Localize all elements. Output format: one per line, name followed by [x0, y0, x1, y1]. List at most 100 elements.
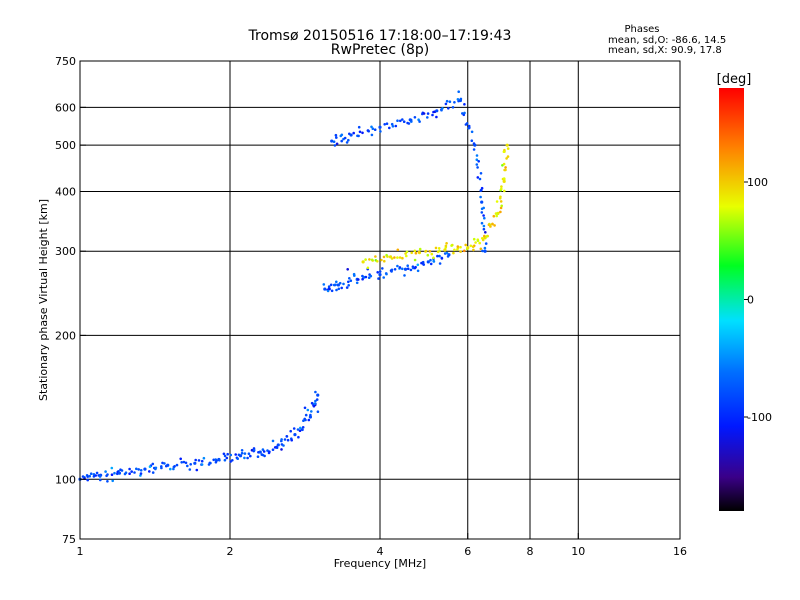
data-point: [426, 260, 430, 264]
echo-dot: [502, 150, 506, 153]
echo-dot: [373, 128, 377, 131]
echo-dot: [463, 249, 466, 253]
y-tick-label: 400: [55, 185, 76, 198]
data-point: [361, 260, 365, 264]
echo-dot: [456, 245, 460, 248]
echo-dot: [476, 239, 480, 242]
echo-dot: [303, 406, 307, 410]
echo-dot: [480, 188, 483, 192]
echo-dot: [329, 283, 333, 287]
y-axis-label: Stationary phase Virtual Height [km]: [37, 199, 50, 401]
x-tick-label: 1: [77, 545, 84, 558]
echo-dot: [314, 390, 317, 394]
echo-dot: [302, 419, 305, 423]
data-point: [403, 267, 408, 271]
data-point: [447, 253, 451, 257]
echo-dot: [429, 262, 433, 266]
echo-dot: [422, 112, 426, 115]
echo-dot: [179, 457, 182, 461]
echo-dot: [431, 113, 434, 117]
data-point: [378, 125, 382, 129]
data-point: [336, 283, 340, 287]
echo-dot: [280, 448, 283, 451]
echo-dot: [139, 469, 143, 472]
echo-dot: [459, 97, 463, 101]
echo-dot: [403, 274, 406, 277]
echo-dot: [472, 237, 476, 241]
echo-dot: [500, 187, 503, 191]
stats-heading: Phases: [624, 24, 659, 35]
echo-dot: [467, 126, 471, 130]
echo-dot: [202, 456, 206, 460]
echo-dot: [404, 252, 407, 255]
echo-dot: [345, 286, 349, 289]
echo-dot: [416, 269, 420, 273]
echo-dot: [452, 251, 455, 255]
echo-dot: [326, 289, 330, 293]
echo-dot: [223, 454, 227, 458]
echo-dot: [89, 472, 93, 476]
echo-dot: [330, 289, 334, 293]
echo-dot: [304, 413, 308, 417]
echo-dot: [368, 258, 371, 261]
echo-dot: [383, 259, 386, 263]
echo-dot: [151, 462, 155, 466]
data-point: [473, 143, 477, 147]
echo-dot: [215, 459, 218, 462]
echo-dot: [139, 472, 143, 475]
data-point: [378, 273, 382, 277]
echo-dot: [315, 398, 319, 401]
echo-dot: [385, 253, 388, 257]
echo-dot: [271, 448, 275, 452]
data-point: [480, 200, 484, 204]
echo-dot: [348, 277, 351, 280]
data-point: [193, 461, 197, 465]
echo-dot: [340, 133, 344, 137]
echo-dot: [492, 214, 496, 218]
echo-dot: [504, 166, 507, 169]
colorbar-ticks: 100 0 -100: [744, 176, 772, 424]
echo-dot: [426, 116, 429, 119]
echo-dot: [338, 281, 342, 285]
echo-dot: [333, 144, 337, 147]
echo-dot: [151, 471, 155, 474]
echo-dot: [402, 120, 406, 123]
echo-dot: [394, 124, 398, 128]
colorbar-tick-label: -100: [747, 411, 772, 424]
echo-dot: [422, 263, 426, 266]
grid-lines: [80, 61, 680, 539]
echo-dot: [370, 258, 374, 262]
echo-dot: [200, 459, 204, 463]
echo-dot: [506, 147, 510, 150]
echo-dot: [283, 438, 287, 441]
data-point: [435, 109, 439, 113]
echo-dot: [393, 268, 397, 271]
echo-dot: [357, 134, 360, 138]
echo-dot: [396, 256, 399, 259]
echo-dot: [292, 427, 296, 430]
echo-dot: [478, 177, 482, 181]
echo-dot: [349, 279, 353, 283]
x-tick-label: 6: [464, 545, 471, 558]
echo-dot: [180, 461, 183, 464]
echo-dot: [383, 123, 387, 126]
echo-dot: [499, 200, 503, 203]
echo-dot: [447, 107, 450, 110]
echo-dot: [418, 247, 422, 251]
echo-dot: [327, 285, 331, 288]
echo-dot: [314, 399, 317, 403]
y-tick-label: 75: [62, 533, 76, 546]
echo-dot: [231, 459, 234, 462]
echo-dot: [405, 254, 408, 258]
echo-dot: [459, 245, 462, 249]
echo-dot: [154, 466, 158, 470]
echo-dot: [309, 413, 312, 417]
echo-dot: [234, 453, 237, 456]
echo-dot: [236, 457, 239, 461]
echo-dot: [282, 444, 285, 447]
data-point: [330, 139, 334, 143]
data-point: [505, 143, 509, 147]
echo-dot: [328, 287, 331, 291]
echo-dot: [88, 474, 91, 478]
echo-dot: [377, 277, 380, 280]
